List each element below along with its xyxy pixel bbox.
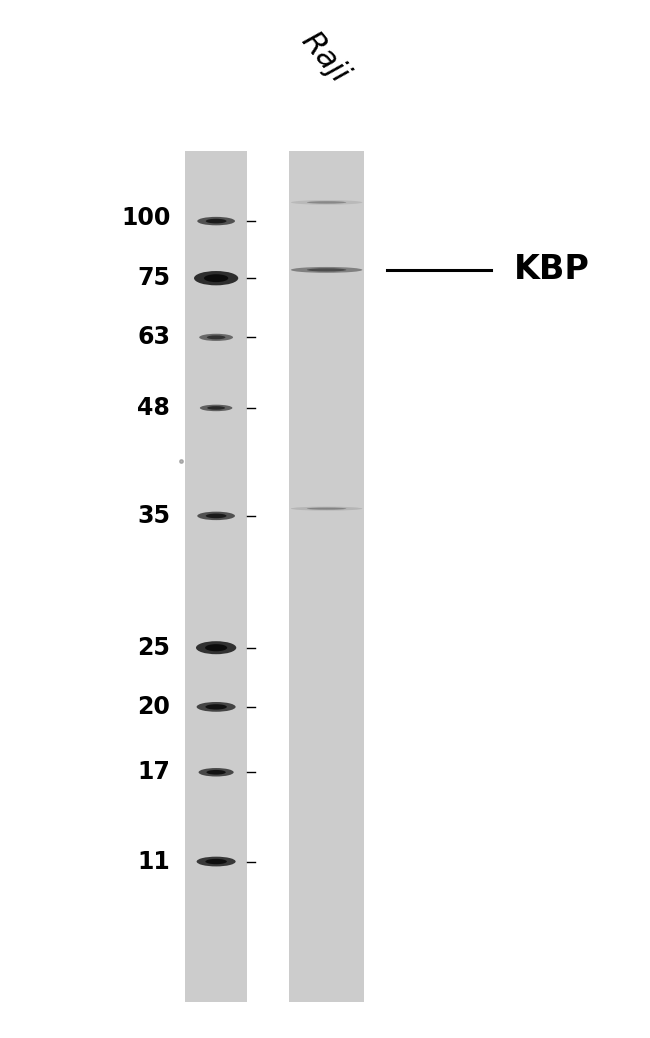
Ellipse shape <box>207 335 226 339</box>
Text: 17: 17 <box>137 760 170 785</box>
Ellipse shape <box>198 512 235 520</box>
Ellipse shape <box>194 271 238 285</box>
Ellipse shape <box>307 201 346 203</box>
Text: 11: 11 <box>138 849 170 874</box>
Ellipse shape <box>200 405 232 411</box>
Text: 48: 48 <box>137 395 170 420</box>
Ellipse shape <box>205 704 227 710</box>
Text: 75: 75 <box>137 266 170 291</box>
Ellipse shape <box>206 514 226 518</box>
Ellipse shape <box>199 334 233 340</box>
Ellipse shape <box>204 274 228 282</box>
Ellipse shape <box>196 641 237 654</box>
Ellipse shape <box>206 219 226 223</box>
Text: 63: 63 <box>137 325 170 350</box>
Bar <box>289 151 364 1002</box>
Ellipse shape <box>307 508 346 510</box>
Ellipse shape <box>198 217 235 225</box>
Ellipse shape <box>205 858 227 865</box>
Ellipse shape <box>207 770 226 774</box>
Text: 20: 20 <box>137 694 170 719</box>
Text: 25: 25 <box>137 635 170 660</box>
Text: KBP: KBP <box>514 253 590 286</box>
Ellipse shape <box>291 200 363 204</box>
Text: 35: 35 <box>137 503 170 528</box>
Ellipse shape <box>196 856 235 867</box>
Ellipse shape <box>291 507 363 511</box>
Ellipse shape <box>205 645 228 651</box>
Ellipse shape <box>291 267 363 273</box>
Text: Raji: Raji <box>296 26 354 88</box>
Ellipse shape <box>307 268 346 272</box>
Bar <box>185 151 247 1002</box>
Ellipse shape <box>198 768 234 776</box>
Ellipse shape <box>196 702 235 712</box>
Ellipse shape <box>207 406 225 410</box>
Text: 100: 100 <box>121 206 170 230</box>
